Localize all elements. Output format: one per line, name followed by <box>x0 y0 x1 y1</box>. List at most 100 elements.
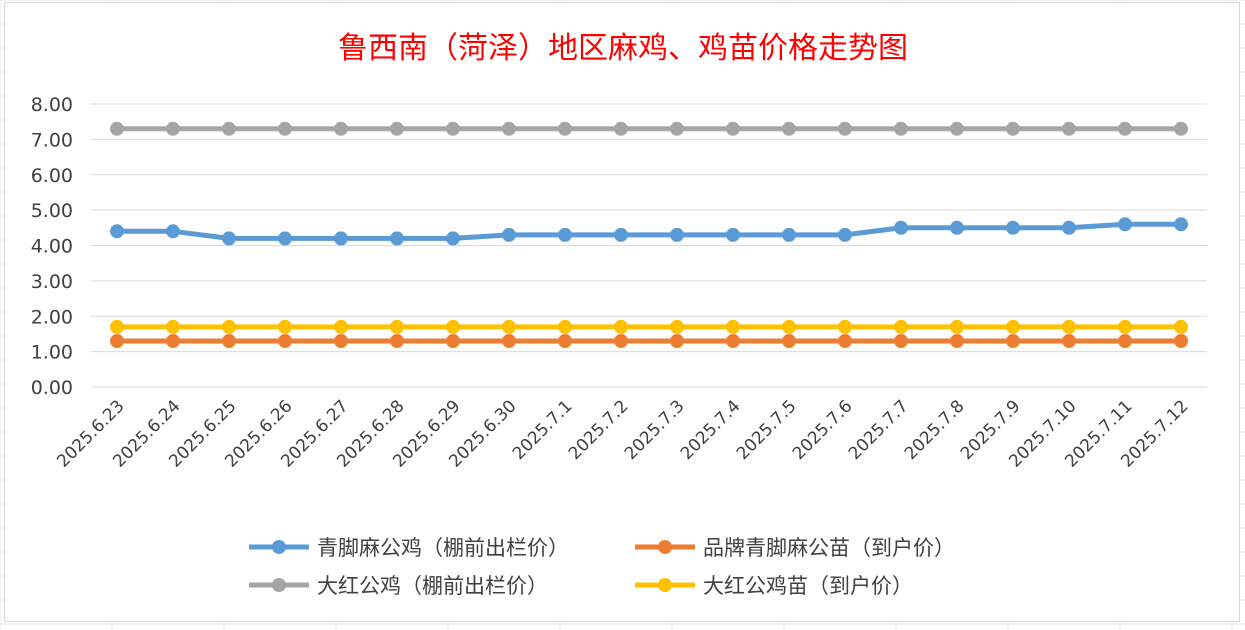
data-point[interactable] <box>726 319 740 334</box>
data-point[interactable] <box>1062 334 1076 348</box>
data-point[interactable] <box>390 319 404 334</box>
data-point[interactable] <box>446 231 460 246</box>
data-point[interactable] <box>838 319 852 334</box>
legend[interactable]: 青脚麻公鸡（棚前出栏价） 品牌青脚麻公苗（到户价） 大红公鸡（棚前出栏价） 大红公鸡苗… <box>249 536 955 598</box>
data-point[interactable] <box>110 334 124 348</box>
data-point[interactable] <box>390 334 404 348</box>
data-point[interactable] <box>1006 220 1020 235</box>
data-point[interactable] <box>278 121 292 136</box>
data-point[interactable] <box>1062 220 1076 235</box>
data-point[interactable] <box>110 319 124 334</box>
data-point[interactable] <box>278 334 292 348</box>
data-point[interactable] <box>894 319 908 334</box>
data-point[interactable] <box>950 319 964 334</box>
data-point[interactable] <box>502 334 516 348</box>
legend-item[interactable]: 大红公鸡苗（到户价） <box>635 574 913 598</box>
data-point[interactable] <box>1174 334 1188 348</box>
chart-area[interactable]: 鲁西南（菏泽）地区麻鸡、鸡苗价格走势图 0.00 1.00 2.00 3.00 4.00… <box>4 2 1240 622</box>
legend-item[interactable]: 品牌青脚麻公苗（到户价） <box>635 536 955 560</box>
data-point[interactable] <box>726 227 740 242</box>
data-point[interactable] <box>1174 217 1188 232</box>
data-point[interactable] <box>558 121 572 136</box>
data-point[interactable] <box>614 121 628 136</box>
series-0 <box>110 217 1188 246</box>
y-tick-label: 4.00 <box>31 236 73 258</box>
data-point[interactable] <box>838 334 852 348</box>
data-point[interactable] <box>334 319 348 334</box>
data-point[interactable] <box>614 227 628 242</box>
data-point[interactable] <box>726 334 740 348</box>
data-point[interactable] <box>222 231 236 246</box>
data-point[interactable] <box>502 121 516 136</box>
y-tick-label: 0.00 <box>31 377 73 399</box>
data-point[interactable] <box>950 334 964 348</box>
data-point[interactable] <box>950 220 964 235</box>
data-point[interactable] <box>390 231 404 246</box>
data-point[interactable] <box>670 227 684 242</box>
data-point[interactable] <box>334 334 348 348</box>
data-point[interactable] <box>166 334 180 348</box>
x-tick-label: 2025.7.3 <box>621 396 689 464</box>
data-point[interactable] <box>1118 121 1132 136</box>
data-point[interactable] <box>670 319 684 334</box>
y-tick-label: 1.00 <box>31 342 73 364</box>
data-point[interactable] <box>614 334 628 348</box>
data-point[interactable] <box>1062 319 1076 334</box>
data-point[interactable] <box>782 227 796 242</box>
data-point[interactable] <box>782 319 796 334</box>
data-point[interactable] <box>558 227 572 242</box>
data-point[interactable] <box>334 231 348 246</box>
data-point[interactable] <box>1062 121 1076 136</box>
data-point[interactable] <box>1118 319 1132 334</box>
data-point[interactable] <box>894 220 908 235</box>
data-point[interactable] <box>390 121 404 136</box>
data-point[interactable] <box>726 121 740 136</box>
data-point[interactable] <box>838 121 852 136</box>
legend-label: 品牌青脚麻公苗（到户价） <box>703 536 955 560</box>
data-point[interactable] <box>110 121 124 136</box>
data-point[interactable] <box>278 231 292 246</box>
line-chart: 鲁西南（菏泽）地区麻鸡、鸡苗价格走势图 0.00 1.00 2.00 3.00 4.00… <box>31 31 1207 598</box>
data-point[interactable] <box>166 121 180 136</box>
legend-item[interactable]: 青脚麻公鸡（棚前出栏价） <box>249 536 569 560</box>
series-1 <box>110 334 1188 348</box>
data-point[interactable] <box>782 334 796 348</box>
x-tick-label: 2025.7.2 <box>565 396 633 464</box>
data-point[interactable] <box>670 121 684 136</box>
data-point[interactable] <box>614 319 628 334</box>
data-point[interactable] <box>1006 319 1020 334</box>
data-point[interactable] <box>222 319 236 334</box>
data-point[interactable] <box>894 121 908 136</box>
legend-item[interactable]: 大红公鸡（棚前出栏价） <box>249 574 548 598</box>
gridlines <box>91 103 1207 388</box>
data-point[interactable] <box>446 319 460 334</box>
data-point[interactable] <box>894 334 908 348</box>
data-point[interactable] <box>446 334 460 348</box>
data-point[interactable] <box>166 319 180 334</box>
data-point[interactable] <box>1118 334 1132 348</box>
data-point[interactable] <box>1174 319 1188 334</box>
data-point[interactable] <box>838 227 852 242</box>
data-point[interactable] <box>558 334 572 348</box>
data-point[interactable] <box>782 121 796 136</box>
data-point[interactable] <box>222 121 236 136</box>
data-point[interactable] <box>446 121 460 136</box>
data-point[interactable] <box>222 334 236 348</box>
data-point[interactable] <box>950 121 964 136</box>
data-point[interactable] <box>334 121 348 136</box>
data-point[interactable] <box>502 319 516 334</box>
x-axis-ticks: 2025.6.232025.6.242025.6.252025.6.262025… <box>53 396 1192 471</box>
data-point[interactable] <box>1006 121 1020 136</box>
data-point[interactable] <box>1174 121 1188 136</box>
data-point[interactable] <box>558 319 572 334</box>
data-point[interactable] <box>502 227 516 242</box>
data-point[interactable] <box>166 224 180 239</box>
data-point[interactable] <box>1118 217 1132 232</box>
data-point[interactable] <box>110 224 124 239</box>
series-2 <box>110 121 1188 136</box>
data-point[interactable] <box>1006 334 1020 348</box>
y-tick-label: 2.00 <box>31 306 73 328</box>
data-point[interactable] <box>670 334 684 348</box>
data-point[interactable] <box>278 319 292 334</box>
legend-swatch-marker <box>272 540 286 554</box>
